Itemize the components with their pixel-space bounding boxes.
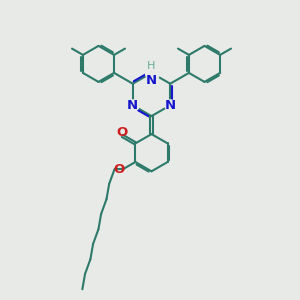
Text: N: N [165, 99, 176, 112]
Text: O: O [113, 163, 124, 176]
Text: N: N [127, 99, 138, 112]
Text: H: H [147, 61, 156, 71]
Text: N: N [146, 74, 157, 87]
Text: O: O [117, 126, 128, 139]
